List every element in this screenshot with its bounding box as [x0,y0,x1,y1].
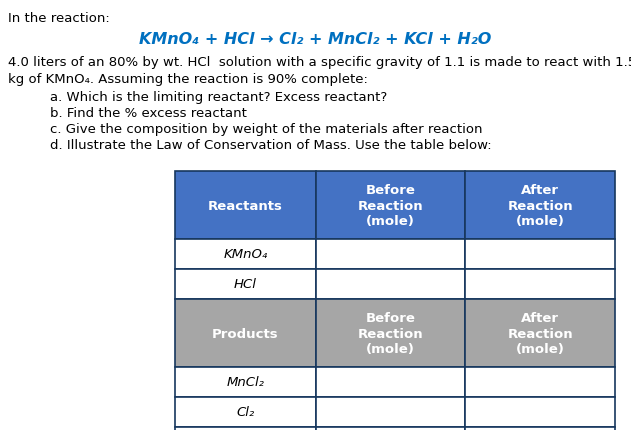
Text: KMnO₄ + HCl → Cl₂ + MnCl₂ + KCl + H₂O: KMnO₄ + HCl → Cl₂ + MnCl₂ + KCl + H₂O [139,32,491,47]
Bar [466,240,615,269]
Text: MnCl₂: MnCl₂ [227,376,264,389]
Bar [466,397,615,427]
Text: After
Reaction
(mole): After Reaction (mole) [507,184,573,227]
Bar [466,427,615,430]
Text: After
Reaction
(mole): After Reaction (mole) [507,312,573,355]
Bar [175,269,316,299]
Bar [175,299,316,367]
Text: HCl: HCl [234,278,257,291]
Bar [316,172,466,240]
Bar [316,299,466,367]
Bar [175,427,316,430]
Text: a. Which is the limiting reactant? Excess reactant?: a. Which is the limiting reactant? Exces… [50,91,387,104]
Text: Products: Products [212,327,279,340]
Text: Reactants: Reactants [208,199,283,212]
Bar [175,367,316,397]
Text: Before
Reaction
(mole): Before Reaction (mole) [358,312,423,355]
Text: kg of KMnO₄. Assuming the reaction is 90% complete:: kg of KMnO₄. Assuming the reaction is 90… [8,73,368,86]
Text: Cl₂: Cl₂ [236,405,254,418]
Text: Before
Reaction
(mole): Before Reaction (mole) [358,184,423,227]
Bar [316,240,466,269]
Bar [175,240,316,269]
Text: d. Illustrate the Law of Conservation of Mass. Use the table below:: d. Illustrate the Law of Conservation of… [50,139,492,152]
Text: KMnO₄: KMnO₄ [223,248,268,261]
Bar [466,172,615,240]
Bar [466,367,615,397]
Bar [466,299,615,367]
Text: In the reaction:: In the reaction: [8,12,110,25]
Bar [316,367,466,397]
Bar [316,397,466,427]
Bar [175,172,316,240]
Bar [316,427,466,430]
Text: 4.0 liters of an 80% by wt. HCl  solution with a specific gravity of 1.1 is made: 4.0 liters of an 80% by wt. HCl solution… [8,56,631,69]
Text: b. Find the % excess reactant: b. Find the % excess reactant [50,107,247,120]
Bar [175,397,316,427]
Text: c. Give the composition by weight of the materials after reaction: c. Give the composition by weight of the… [50,123,483,136]
Bar [316,269,466,299]
Bar [466,269,615,299]
